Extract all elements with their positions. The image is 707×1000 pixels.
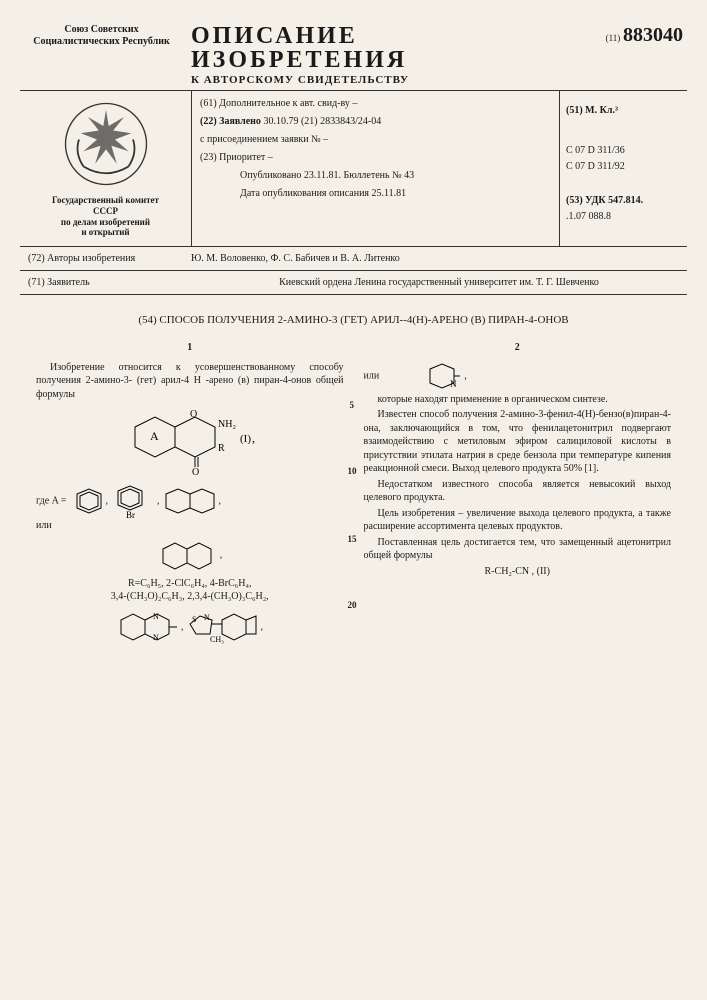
authors-label: (72) Авторы изобретения bbox=[20, 253, 183, 264]
field-51: (51) М. Кл.³ bbox=[566, 103, 681, 119]
title-block: ОПИСАНИЕ ИЗОБРЕТЕНИЯ К АВТОРСКОМУ СВИДЕТ… bbox=[183, 20, 589, 90]
het-structures: N N , S N CH₃ , bbox=[36, 610, 344, 644]
patent-number: 883040 bbox=[623, 24, 683, 46]
emblem-block: Государственный комитет СССР по делам из… bbox=[20, 91, 191, 246]
col2-num: 2 bbox=[364, 341, 672, 355]
svg-text:A: A bbox=[150, 429, 159, 443]
col1-p1: Изобретение относится к усовершенствован… bbox=[36, 361, 344, 402]
biblio-right: (51) М. Кл.³ C 07 D 311/36 C 07 D 311/92… bbox=[560, 91, 687, 246]
committee-line2: СССР bbox=[28, 206, 183, 217]
benzene-icon bbox=[69, 486, 103, 516]
field-53: (53) УДК 547.814. bbox=[566, 193, 681, 209]
title-line2: ИЗОБРЕТЕНИЯ bbox=[191, 48, 581, 72]
state-emblem-icon bbox=[61, 99, 151, 189]
quinoxaline-icon: N N bbox=[117, 610, 179, 644]
where-label: где A = bbox=[36, 496, 66, 507]
subtitle: К АВТОРСКОМУ СВИДЕТЕЛЬСТВУ bbox=[191, 74, 581, 86]
or2-label: или bbox=[364, 370, 380, 381]
col2-p4: Недостатком известного способа является … bbox=[364, 478, 672, 505]
svg-text:R: R bbox=[218, 443, 225, 454]
svg-text:N: N bbox=[204, 613, 210, 622]
patent-number-block: (11) 883040 bbox=[589, 20, 687, 90]
col1-num: 1 bbox=[36, 341, 344, 355]
num-prefix: (11) bbox=[606, 33, 621, 43]
applicant-label: (71) Заявитель bbox=[20, 277, 183, 288]
column-2: 2 или N , которые находят применение в о… bbox=[364, 341, 672, 650]
svg-text:CH₃: CH₃ bbox=[210, 635, 224, 644]
svg-text:N: N bbox=[153, 633, 159, 642]
biblio-row: Государственный комитет СССР по делам из… bbox=[20, 91, 687, 247]
field-61: (61) Дополнительное к авт. свид-ву – bbox=[200, 95, 551, 113]
column-1: 1 Изобретение относится к усовершенствов… bbox=[36, 341, 344, 650]
where-A: где A = , Br , , bbox=[36, 483, 344, 519]
committee-line1: Государственный комитет bbox=[28, 195, 183, 206]
formula-I: A O NH₂ R O (I) , bbox=[36, 407, 344, 477]
biblio-main: (61) Дополнительное к авт. свид-ву – (22… bbox=[191, 91, 560, 246]
invention-title: (54) СПОСОБ ПОЛУЧЕНИЯ 2-АМИНО-3 (ГЕТ) АР… bbox=[80, 313, 627, 327]
linenum-20: 20 bbox=[348, 599, 357, 611]
or1: или bbox=[36, 519, 344, 533]
formula-II: R-CH₂-CN , (II) bbox=[364, 565, 672, 579]
col2-p2: которые находят применение в органическо… bbox=[364, 393, 672, 407]
header-row: Союз Советских Социалистических Республи… bbox=[20, 20, 687, 91]
applicant-name: Киевский ордена Ленина государственный у… bbox=[183, 277, 687, 288]
naphthalene-icon-2 bbox=[157, 539, 217, 571]
formula-I-structure: A O NH₂ R O (I) , bbox=[120, 407, 260, 477]
field-join: с присоединением заявки № – bbox=[200, 131, 551, 149]
field-23: (23) Приоритет – bbox=[200, 149, 551, 167]
svg-text:NH₂: NH₂ bbox=[218, 419, 236, 430]
col2-p5: Цель изобретения – увеличение выхода цел… bbox=[364, 507, 672, 534]
cls1: C 07 D 311/36 bbox=[566, 143, 681, 159]
linenum-5: 5 bbox=[350, 399, 355, 411]
svg-text:S: S bbox=[192, 615, 196, 624]
authors-names: Ю. М. Воловенко, Ф. С. Бабичев и В. А. Л… bbox=[183, 253, 687, 264]
linenum-15: 15 bbox=[348, 533, 357, 545]
or2: или N , bbox=[364, 361, 672, 391]
linenum-10: 10 bbox=[348, 465, 357, 477]
field-pub: Опубликовано 23.11.81. Бюллетень № 43 bbox=[200, 167, 551, 185]
svg-text:O: O bbox=[190, 409, 197, 420]
svg-text:Br: Br bbox=[126, 510, 135, 519]
col2-p6: Поставленная цель достигается тем, что з… bbox=[364, 536, 672, 563]
patent-page: Союз Советских Социалистических Республи… bbox=[20, 20, 687, 650]
benzene-br-icon: Br bbox=[110, 483, 154, 519]
field-22: (22) Заявлено 30.10.79 (21) 2833843/24-0… bbox=[200, 113, 551, 131]
svg-text:(I): (I) bbox=[240, 433, 251, 445]
committee-line4: и открытий bbox=[28, 227, 183, 238]
committee-line3: по делам изобретений bbox=[28, 217, 183, 228]
field-22-val: 30.10.79 (21) 2833843/24-04 bbox=[263, 116, 381, 127]
field-pubdate: Дата опубликования описания 25.11.81 bbox=[200, 185, 551, 203]
title-line1: ОПИСАНИЕ bbox=[191, 24, 581, 48]
r-def2: 3,4-(CH₃O)₂C₆H₃, 2,3,4-(CH₃O)₃C₆H₂, bbox=[36, 590, 344, 604]
text-columns: 1 Изобретение относится к усовершенствов… bbox=[20, 341, 687, 650]
r-def1: R=C₆H₅, 2-ClC₆H₄, 4-BrC₆H₄, bbox=[36, 577, 344, 591]
applicant-row: (71) Заявитель Киевский ордена Ленина го… bbox=[20, 271, 687, 295]
naphthalene-icon bbox=[162, 486, 216, 516]
svg-text:O: O bbox=[192, 467, 199, 477]
udc2: .1.07 088.8 bbox=[566, 209, 681, 225]
authors-row: (72) Авторы изобретения Ю. М. Воловенко,… bbox=[20, 247, 687, 271]
svg-text:N: N bbox=[153, 612, 159, 621]
cls2: C 07 D 311/92 bbox=[566, 159, 681, 175]
svg-text:,: , bbox=[252, 431, 255, 445]
naphthalene-2: , bbox=[36, 539, 344, 571]
thiazole-ch3-icon: S N CH₃ bbox=[186, 610, 258, 644]
col2-p3: Известен способ получения 2-амино-3-фени… bbox=[364, 408, 672, 476]
svg-text:N: N bbox=[450, 379, 457, 389]
union-label: Союз Советских Социалистических Республи… bbox=[20, 20, 183, 90]
pyridine-icon: N bbox=[422, 361, 462, 391]
